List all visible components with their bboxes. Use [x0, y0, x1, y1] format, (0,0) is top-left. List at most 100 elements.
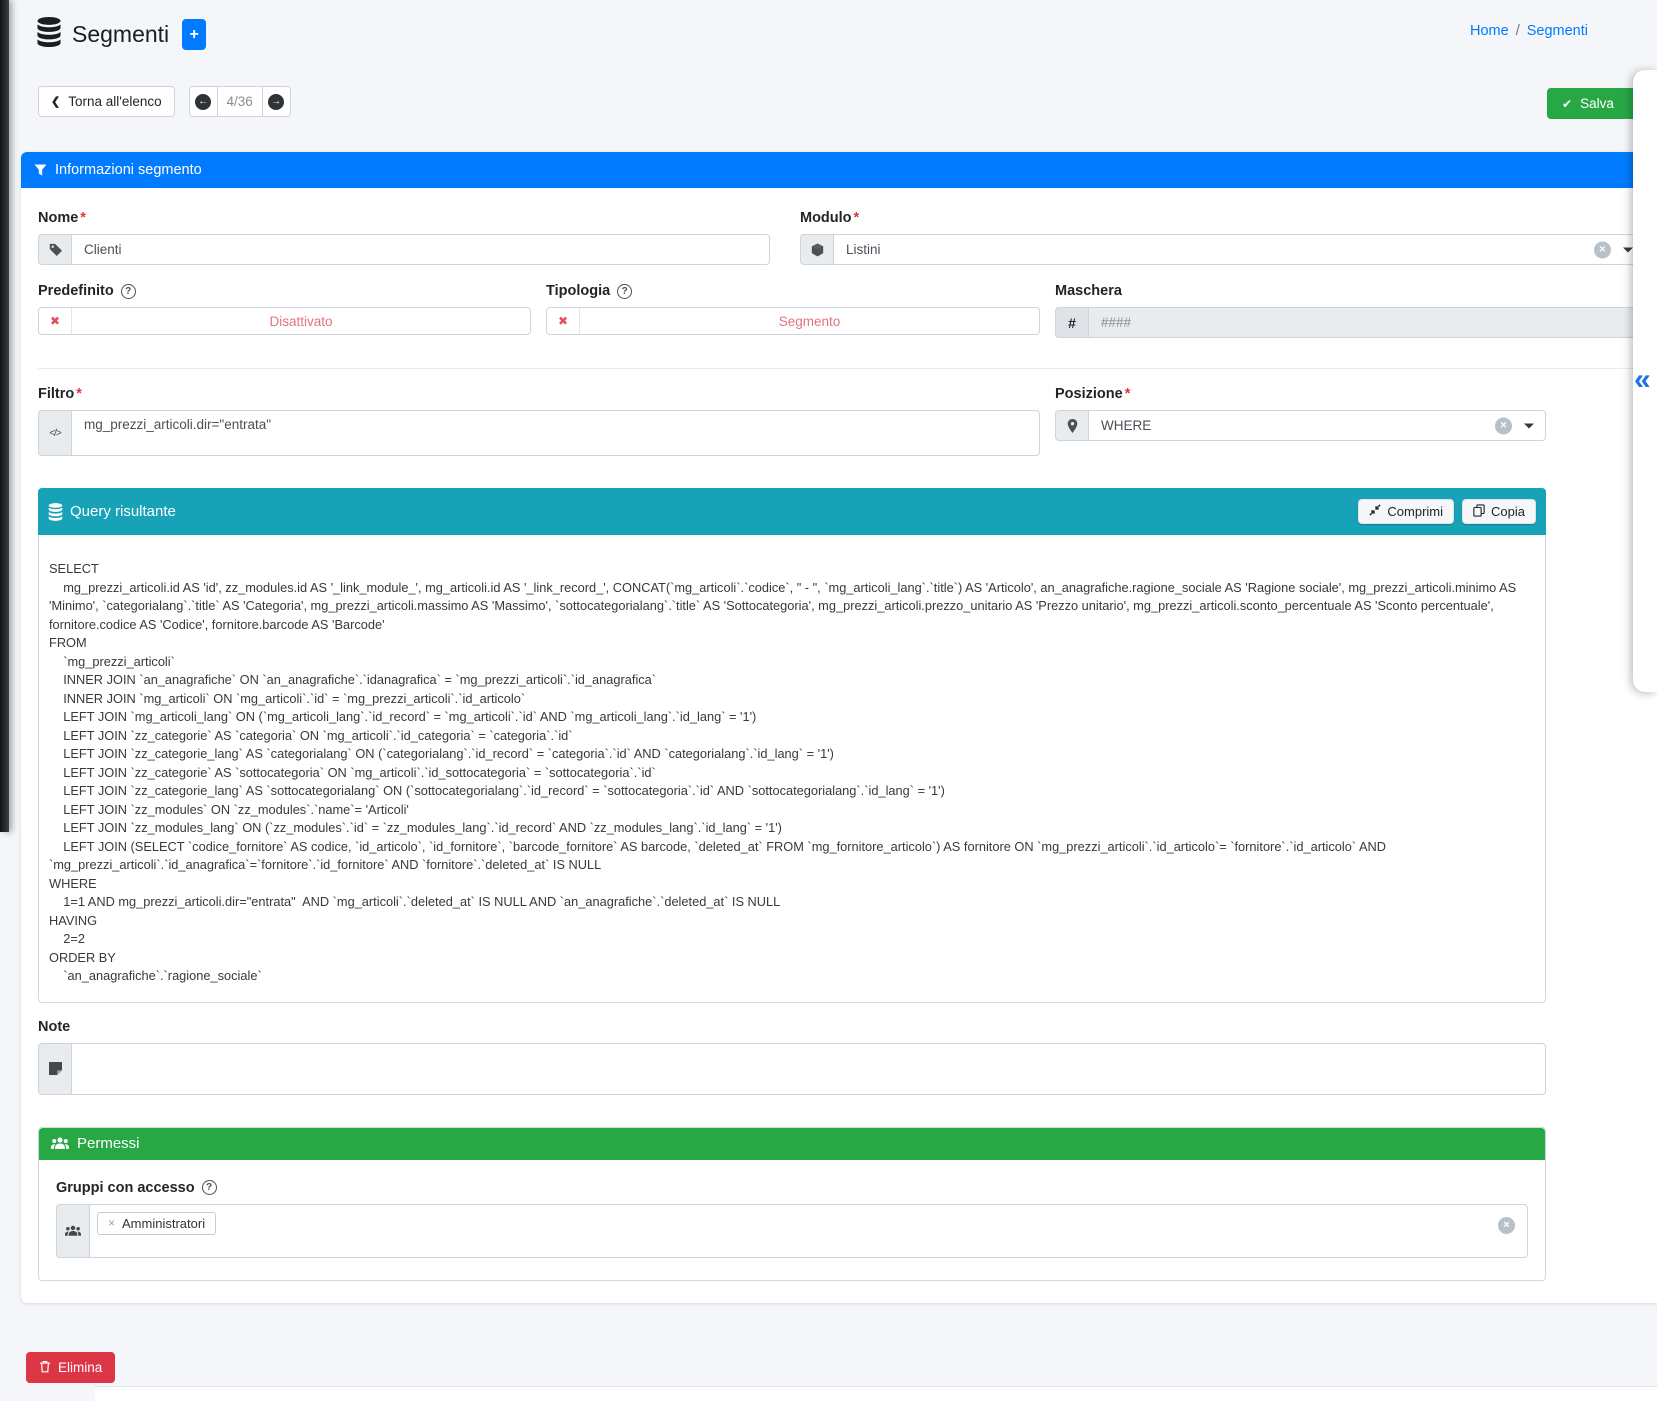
back-to-list-button[interactable]: ❮ Torna all'elenco [38, 86, 175, 117]
chevron-left-icon: ❮ [51, 96, 61, 108]
clear-icon[interactable]: × [1594, 241, 1611, 258]
field-posizione: Posizione * WHERE × [1055, 386, 1546, 456]
field-maschera: Maschera # [1055, 283, 1645, 338]
next-record-button[interactable]: → [261, 86, 291, 117]
tipologia-label: Tipologia ? [546, 283, 1040, 299]
page-title: Segmenti [72, 21, 170, 47]
permissions-panel-title: Permessi [77, 1135, 140, 1152]
field-tipologia: Tipologia ? ✖ Segmento [546, 283, 1040, 338]
add-record-button[interactable]: + [182, 19, 207, 50]
chip-remove-icon[interactable]: × [108, 1216, 116, 1230]
tag-icon [38, 234, 71, 265]
query-panel-body: SELECT mg_prezzi_articoli.id AS 'id', zz… [38, 535, 1546, 1003]
info-panel-header: Informazioni segmento [21, 152, 1657, 188]
required-asterisk: * [80, 210, 86, 226]
users-icon [51, 1137, 69, 1150]
trash-icon [39, 1360, 51, 1376]
caret-down-icon[interactable] [1623, 247, 1633, 252]
nome-input[interactable] [71, 234, 770, 265]
save-label: Salva [1580, 96, 1614, 111]
query-panel-title: Query risultante [70, 503, 176, 520]
compress-button[interactable]: Comprimi [1358, 499, 1455, 524]
field-filtro: Filtro * </> mg_prezzi_articoli.dir="entr… [38, 386, 1040, 456]
check-icon: ✔ [1562, 96, 1573, 111]
compress-label: Comprimi [1387, 504, 1444, 519]
x-icon[interactable]: ✖ [547, 308, 580, 334]
breadcrumb: Home / Segmenti [1470, 23, 1588, 39]
compress-icon [1369, 504, 1382, 519]
previous-record-button[interactable]: ← [188, 86, 218, 117]
field-modulo: Modulo * Listini × [800, 210, 1645, 265]
breadcrumb-current-link[interactable]: Segmenti [1526, 23, 1588, 39]
note-icon [38, 1042, 71, 1095]
database-icon [36, 17, 62, 52]
query-panel: Query risultante Comprimi Copia [38, 488, 1546, 1003]
groups-label: Gruppi con accesso ? [56, 1180, 1528, 1196]
page-header: Segmenti + [36, 17, 207, 52]
breadcrumb-home-link[interactable]: Home [1470, 23, 1509, 39]
footer [95, 1386, 1657, 1401]
record-toolbar: ❮ Torna all'elenco ← 4/36 → [38, 86, 291, 117]
users-icon [56, 1203, 89, 1258]
group-tag-label: Amministratori [122, 1215, 206, 1231]
collapsed-sidebar-edge [0, 0, 9, 832]
record-nav-group: ← 4/36 → [188, 86, 291, 117]
modulo-label: Modulo * [800, 210, 860, 226]
tipologia-value: Segmento [778, 313, 841, 329]
caret-down-icon[interactable] [1524, 423, 1534, 428]
x-icon[interactable]: ✖ [39, 308, 72, 334]
segment-form-card: Informazioni segmento Nome * [21, 152, 1657, 1303]
permissions-panel-header: Permessi [39, 1127, 1545, 1160]
filtro-label: Filtro * [38, 386, 82, 402]
side-panel[interactable]: « [1633, 70, 1657, 692]
arrow-circle-right-icon: → [268, 93, 285, 110]
maschera-label: Maschera [1055, 283, 1122, 299]
predefinito-toggle[interactable]: ✖ Disattivato [38, 307, 531, 335]
database-icon [48, 502, 63, 521]
note-label: Note [38, 1018, 71, 1035]
groups-multiselect[interactable]: × Amministratori × [89, 1203, 1528, 1258]
back-to-list-label: Torna all'elenco [68, 94, 162, 109]
note-textarea[interactable] [71, 1042, 1546, 1095]
breadcrumb-separator: / [1515, 23, 1520, 39]
double-chevron-left-icon[interactable]: « [1634, 362, 1651, 396]
map-pin-icon [1055, 410, 1088, 441]
delete-label: Elimina [58, 1360, 103, 1375]
help-icon: ? [201, 1180, 217, 1195]
field-predefinito: Predefinito ? ✖ Disattivato [38, 283, 531, 338]
tipologia-toggle[interactable]: ✖ Segmento [546, 307, 1040, 335]
info-panel-body: Nome* Modulo* [21, 188, 1657, 1303]
divider [38, 368, 1645, 369]
posizione-label: Posizione * [1055, 386, 1131, 402]
clear-icon[interactable]: × [1498, 1216, 1515, 1234]
query-sql: SELECT mg_prezzi_articoli.id AS 'id', zz… [49, 561, 1517, 983]
required-asterisk: * [76, 386, 82, 402]
group-tag: × Amministratori [97, 1211, 217, 1235]
filter-icon [34, 163, 47, 177]
permissions-panel-body: Gruppi con accesso ? × Amministratori [39, 1160, 1545, 1280]
record-counter: 4/36 [216, 86, 263, 117]
copy-label: Copia [1491, 504, 1525, 519]
copy-button[interactable]: Copia [1462, 499, 1536, 524]
cube-icon [800, 234, 833, 265]
query-panel-header: Query risultante Comprimi Copia [38, 488, 1546, 535]
filtro-textarea[interactable]: mg_prezzi_articoli.dir="entrata" [71, 410, 1040, 456]
field-nome: Nome * [38, 210, 770, 265]
help-icon: ? [120, 283, 136, 299]
posizione-select[interactable]: WHERE [1088, 410, 1546, 441]
arrow-circle-left-icon: ← [195, 93, 212, 110]
help-icon: ? [617, 283, 633, 299]
code-icon: </> [38, 410, 71, 456]
permissions-panel: Permessi Gruppi con accesso ? × [38, 1126, 1546, 1281]
hash-icon: # [1055, 307, 1088, 338]
clear-icon[interactable]: × [1495, 417, 1512, 434]
predefinito-value: Disattivato [269, 313, 333, 329]
maschera-input[interactable] [1088, 307, 1645, 338]
required-asterisk: * [1124, 386, 1131, 402]
plus-icon: + [189, 25, 199, 43]
copy-icon [1473, 503, 1485, 520]
delete-button[interactable]: Elimina [26, 1352, 116, 1383]
modulo-select[interactable]: Listini [833, 234, 1645, 265]
info-panel-title: Informazioni segmento [55, 162, 202, 178]
